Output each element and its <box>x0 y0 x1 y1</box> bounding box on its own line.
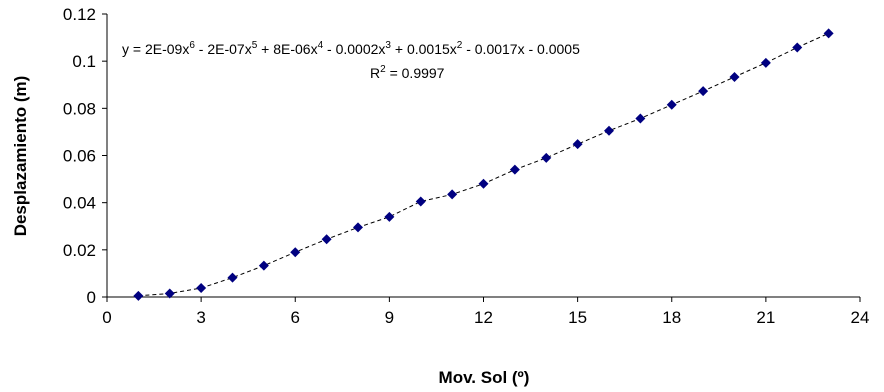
data-point <box>604 125 614 136</box>
data-point <box>384 211 395 222</box>
y-tick-label: 0.02 <box>63 241 96 260</box>
data-point <box>196 283 207 294</box>
x-tick-label: 24 <box>851 308 870 327</box>
r-squared-label: R2 = 0.9997 <box>370 64 445 81</box>
data-point <box>258 260 269 271</box>
data-point <box>227 272 238 283</box>
x-tick-label: 3 <box>196 308 205 327</box>
x-tick-label: 21 <box>756 308 775 327</box>
data-point <box>729 71 740 82</box>
data-point <box>133 290 144 301</box>
data-point <box>290 247 301 258</box>
x-axis-title: Mov. Sol (º) <box>439 368 530 387</box>
data-point <box>415 196 426 207</box>
y-tick-label: 0 <box>87 288 96 307</box>
axes: 0 3 6 9 12 15 18 21 24 0 0.02 0.04 0.06 0.08 0.1 0.12 <box>63 5 870 327</box>
x-tick-label: 18 <box>662 308 681 327</box>
data-point <box>572 139 583 150</box>
trendline-equation: y = 2E-09x6 - 2E-07x5 + 8E-06x4 - 0.0002… <box>122 40 580 57</box>
polynomial-trendline <box>138 32 829 297</box>
x-tick-label: 12 <box>474 308 493 327</box>
data-point <box>447 189 458 200</box>
y-tick-label: 0.12 <box>63 5 96 24</box>
x-tick-label: 6 <box>291 308 300 327</box>
data-point <box>792 42 803 53</box>
data-point <box>698 86 709 97</box>
data-point <box>164 288 175 299</box>
data-point <box>635 113 646 124</box>
x-tick-label: 9 <box>385 308 394 327</box>
data-points <box>133 28 834 301</box>
x-tick-label: 15 <box>568 308 587 327</box>
data-point <box>478 178 489 189</box>
y-tick-label: 0.08 <box>63 99 96 118</box>
y-axis-title: Desplazamiento (m) <box>11 76 30 237</box>
data-point <box>541 152 552 163</box>
data-point <box>823 28 834 39</box>
data-point <box>760 57 771 68</box>
x-tick-label: 0 <box>102 308 111 327</box>
data-point <box>666 99 677 110</box>
y-tick-label: 0.06 <box>63 147 96 166</box>
data-point <box>321 234 332 245</box>
data-point <box>509 164 520 175</box>
y-tick-label: 0.04 <box>63 194 96 213</box>
data-point <box>353 222 363 233</box>
y-tick-label: 0.1 <box>72 52 96 71</box>
